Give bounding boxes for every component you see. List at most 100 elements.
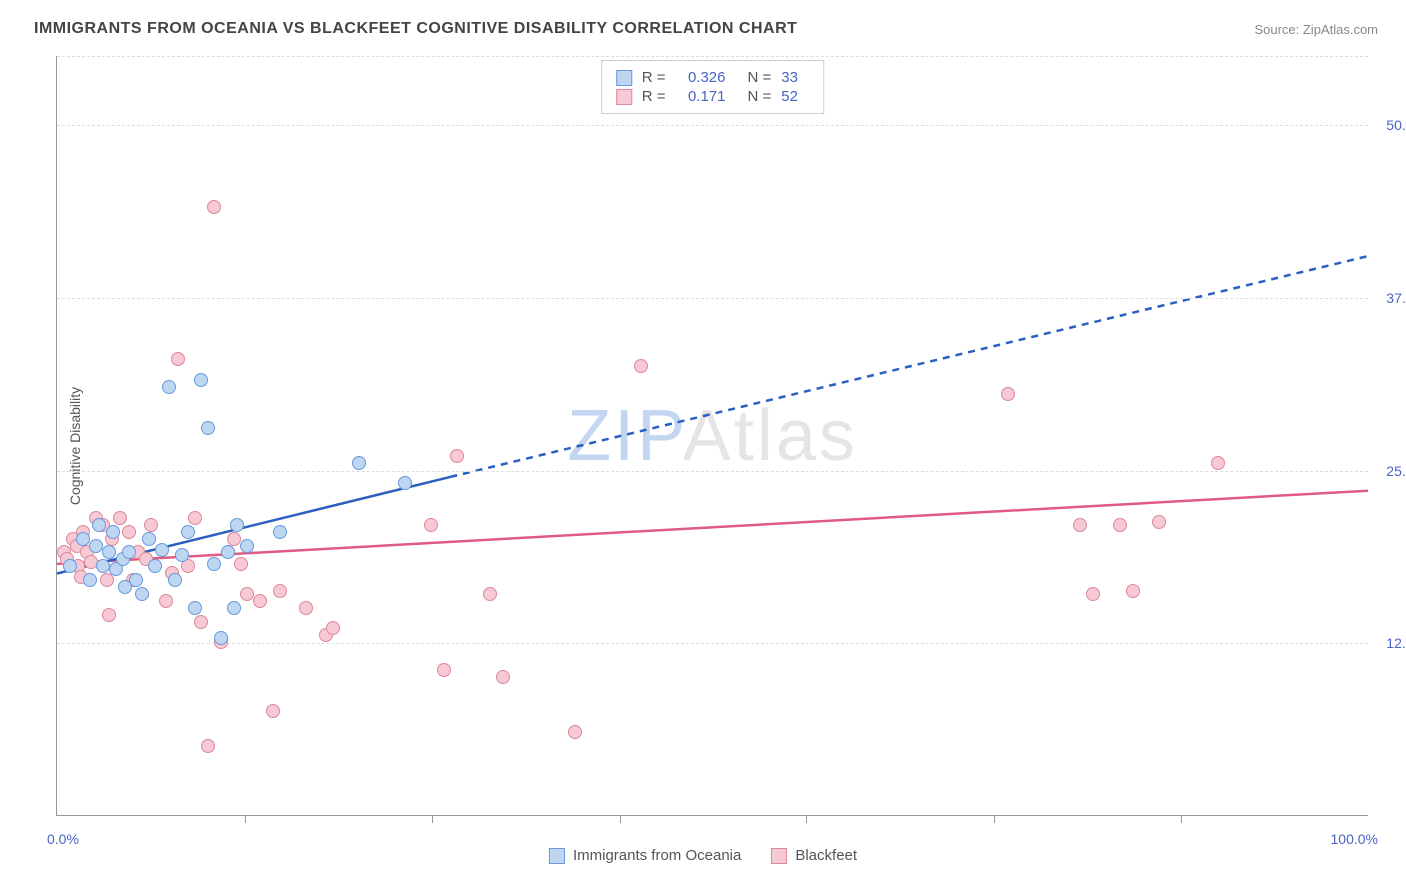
legend-label-a: Immigrants from Oceania <box>573 847 741 864</box>
scatter-point-a <box>135 587 149 601</box>
scatter-point-a <box>214 631 228 645</box>
scatter-point-a <box>148 559 162 573</box>
watermark: ZIPAtlas <box>567 395 858 477</box>
stat-row-a: R = 0.326 N = 33 <box>616 69 810 86</box>
stat-row-b: R = 0.171 N = 52 <box>616 88 810 105</box>
scatter-point-a <box>102 545 116 559</box>
scatter-point-a <box>92 518 106 532</box>
scatter-point-b <box>568 725 582 739</box>
scatter-point-b <box>207 200 221 214</box>
y-tick-label: 25.0% <box>1386 463 1406 479</box>
scatter-point-b <box>273 584 287 598</box>
scatter-point-a <box>83 573 97 587</box>
scatter-point-a <box>168 573 182 587</box>
scatter-point-a <box>201 421 215 435</box>
x-tick <box>1181 815 1182 823</box>
y-tick-label: 37.5% <box>1386 290 1406 306</box>
scatter-point-a <box>221 545 235 559</box>
trend-lines <box>57 56 1368 815</box>
x-tick <box>245 815 246 823</box>
scatter-point-a <box>122 545 136 559</box>
scatter-point-b <box>234 557 248 571</box>
x-axis-min-label: 0.0% <box>47 831 79 847</box>
gridline-h <box>57 471 1368 472</box>
swatch-b-icon <box>616 89 632 105</box>
watermark-atlas: Atlas <box>683 396 858 476</box>
scatter-point-b <box>102 608 116 622</box>
legend-item-a: Immigrants from Oceania <box>549 847 741 864</box>
source-label: Source: ZipAtlas.com <box>1254 22 1378 37</box>
scatter-point-a <box>240 539 254 553</box>
x-axis-max-label: 100.0% <box>1331 831 1378 847</box>
scatter-point-b <box>266 704 280 718</box>
scatter-point-b <box>194 615 208 629</box>
scatter-point-b <box>122 525 136 539</box>
scatter-point-b <box>437 663 451 677</box>
scatter-point-b <box>171 352 185 366</box>
scatter-point-b <box>1001 387 1015 401</box>
n-value-a: 33 <box>781 69 809 86</box>
gridline-h <box>57 298 1368 299</box>
scatter-point-a <box>96 559 110 573</box>
scatter-point-b <box>113 511 127 525</box>
scatter-point-b <box>450 449 464 463</box>
x-tick <box>620 815 621 823</box>
scatter-point-a <box>76 532 90 546</box>
scatter-point-b <box>1073 518 1087 532</box>
y-tick-label: 50.0% <box>1386 117 1406 133</box>
bottom-legend: Immigrants from Oceania Blackfeet <box>549 847 857 864</box>
legend-label-b: Blackfeet <box>795 847 857 864</box>
watermark-zip: ZIP <box>567 396 683 476</box>
legend-swatch-a-icon <box>549 848 565 864</box>
r-label-b: R = <box>642 88 666 105</box>
scatter-point-b <box>159 594 173 608</box>
scatter-point-b <box>144 518 158 532</box>
x-tick <box>994 815 995 823</box>
r-value-a: 0.326 <box>676 69 726 86</box>
scatter-point-a <box>227 601 241 615</box>
legend-swatch-b-icon <box>771 848 787 864</box>
scatter-point-b <box>201 739 215 753</box>
scatter-point-a <box>207 557 221 571</box>
scatter-point-b <box>227 532 241 546</box>
scatter-point-a <box>89 539 103 553</box>
scatter-point-a <box>398 476 412 490</box>
scatter-point-b <box>483 587 497 601</box>
gridline-h <box>57 125 1368 126</box>
scatter-point-b <box>496 670 510 684</box>
scatter-point-a <box>230 518 244 532</box>
legend-item-b: Blackfeet <box>771 847 857 864</box>
x-tick <box>806 815 807 823</box>
scatter-point-b <box>326 621 340 635</box>
gridline-h <box>57 643 1368 644</box>
plot-area: ZIPAtlas R = 0.326 N = 33 R = 0.171 N = … <box>56 56 1368 816</box>
scatter-point-b <box>240 587 254 601</box>
r-label-a: R = <box>642 69 666 86</box>
x-tick <box>432 815 433 823</box>
gridline-top <box>57 56 1368 57</box>
scatter-point-a <box>155 543 169 557</box>
scatter-point-a <box>175 548 189 562</box>
scatter-point-b <box>1152 515 1166 529</box>
chart-title: IMMIGRANTS FROM OCEANIA VS BLACKFEET COG… <box>34 20 797 38</box>
scatter-point-a <box>63 559 77 573</box>
n-label-a: N = <box>748 69 772 86</box>
scatter-point-a <box>352 456 366 470</box>
y-tick-label: 12.5% <box>1386 635 1406 651</box>
scatter-point-a <box>181 525 195 539</box>
scatter-point-b <box>1211 456 1225 470</box>
n-label-b: N = <box>748 88 772 105</box>
scatter-point-b <box>299 601 313 615</box>
scatter-point-a <box>188 601 202 615</box>
scatter-point-b <box>188 511 202 525</box>
scatter-point-b <box>634 359 648 373</box>
scatter-point-a <box>162 380 176 394</box>
r-value-b: 0.171 <box>676 88 726 105</box>
scatter-point-b <box>253 594 267 608</box>
scatter-point-a <box>142 532 156 546</box>
scatter-point-a <box>194 373 208 387</box>
scatter-point-b <box>424 518 438 532</box>
n-value-b: 52 <box>781 88 809 105</box>
scatter-point-b <box>1086 587 1100 601</box>
scatter-point-a <box>129 573 143 587</box>
